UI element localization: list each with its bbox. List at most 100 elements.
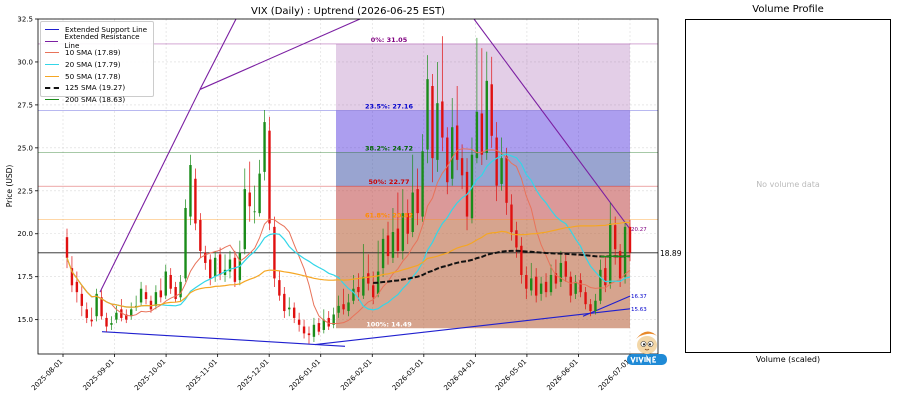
candle-body (130, 309, 133, 317)
candle-body (95, 293, 98, 317)
candle-body (441, 101, 444, 138)
candle-body (70, 268, 74, 286)
chart-title: VIX (Daily) : Uptrend (2026-06-25 EST) (251, 6, 445, 17)
candle-body (169, 274, 172, 289)
x-tick-label: 2026-03-01 (391, 358, 425, 392)
candle-body (520, 245, 523, 275)
candle-body (549, 274, 553, 293)
candle-body (209, 259, 212, 279)
candle-body (426, 79, 429, 150)
candle-body (184, 207, 187, 279)
candle-body (144, 292, 148, 300)
candle-body (233, 257, 237, 282)
candle-body (194, 178, 197, 224)
fib-level-label: 23.5%: 27.16 (365, 103, 413, 111)
x-tick-label: 2025-11-01 (185, 358, 219, 392)
candle-body (189, 165, 192, 217)
fib-level-label: 38.2%: 24.72 (365, 145, 413, 153)
candle-body (455, 125, 459, 160)
legend-swatch (45, 98, 59, 100)
legend-item: Extended Resistance Line (41, 32, 153, 50)
legend-label: 50 SMA (17.78) (65, 71, 121, 81)
candle-body (105, 317, 108, 327)
line-end-label: 15.63 (631, 307, 647, 313)
candle-body (613, 225, 617, 250)
candle-body (544, 281, 548, 293)
candle-body (495, 137, 498, 186)
candle-body (258, 173, 261, 214)
y-tick-label: 22.5 (17, 187, 33, 195)
legend-label: 10 SMA (17.89) (65, 48, 121, 58)
candle-body (569, 276, 572, 296)
legend-item: 200 SMA (18.63) (41, 94, 153, 106)
candle-body (446, 137, 449, 183)
candle-body (154, 292, 158, 306)
y-tick-label: 20.0 (17, 230, 33, 238)
level-labels: 0%: 31.05 23.5%: 27.16 38.2%: 24.72 50%: 22… (365, 36, 647, 328)
candle-body (530, 278, 533, 291)
fib-level-label: 100%: 14.49 (366, 320, 412, 328)
candle-body (490, 84, 493, 136)
candle-body (268, 130, 271, 224)
candle-body (416, 189, 419, 214)
candle-body (589, 304, 592, 312)
legend-label: 20 SMA (17.79) (65, 60, 121, 70)
y-tick-label: 17.5 (17, 273, 33, 281)
legend-swatch (45, 29, 59, 31)
legend-item: 10 SMA (17.89) (41, 47, 153, 59)
candle-body (594, 300, 597, 312)
no-volume-data-text: No volume data (756, 180, 820, 189)
candle-body (579, 280, 582, 293)
candle-body (199, 220, 202, 251)
candle-body (332, 314, 335, 325)
legend-swatch (45, 40, 59, 42)
current-price-label: 18.89 (660, 249, 682, 258)
resistance-line (473, 19, 631, 230)
candle-body (223, 269, 227, 275)
candle-body (273, 226, 276, 279)
candle-body (574, 281, 577, 294)
candle-body (559, 262, 563, 282)
candle-body (401, 213, 405, 251)
fib-zone (336, 43, 630, 111)
candle-body (618, 250, 622, 279)
x-tick-label: 2026-06-01 (545, 358, 579, 392)
candle-body (515, 230, 518, 248)
candle-body (421, 151, 424, 217)
volume-profile-panel: No volume data (685, 19, 891, 353)
candle-body (604, 268, 607, 286)
candle-body (125, 314, 128, 320)
fib-level-label: 0%: 31.05 (371, 36, 408, 44)
legend-item: Extended Support Line (41, 24, 153, 36)
legend-swatch (45, 75, 59, 77)
candle-body (381, 238, 385, 269)
x-tick-label: 2026-02-01 (339, 358, 373, 392)
x-tick-label: 2025-09-01 (82, 358, 116, 392)
fib-level-label: 61.8%: 20.82 (365, 212, 413, 220)
candle-body (485, 80, 488, 153)
x-tick-label: 2025-12-01 (236, 358, 270, 392)
candle-body (584, 292, 587, 305)
candle-body (406, 213, 409, 234)
candle-body (357, 287, 360, 293)
legend-label: Extended Resistance Line (64, 32, 140, 51)
y-axis-label: Price (USD) (5, 165, 14, 208)
candle-body (342, 304, 345, 310)
candle-body (623, 226, 627, 277)
trend-lines (99, 19, 631, 347)
candle-body (139, 288, 143, 303)
sma-125-line (373, 249, 630, 284)
sma-50-line (66, 221, 631, 308)
candle-body (174, 287, 177, 300)
candle-body (248, 192, 251, 207)
candle-body (525, 274, 528, 289)
candle-body (204, 252, 207, 263)
candle-body (120, 309, 123, 318)
candle-body (317, 323, 321, 332)
candle-body (431, 86, 434, 159)
candle-body (396, 228, 400, 251)
legend-label: 200 SMA (18.63) (65, 94, 126, 104)
candle-body (451, 127, 454, 179)
candle-body (362, 276, 365, 296)
candle-body (302, 326, 306, 334)
